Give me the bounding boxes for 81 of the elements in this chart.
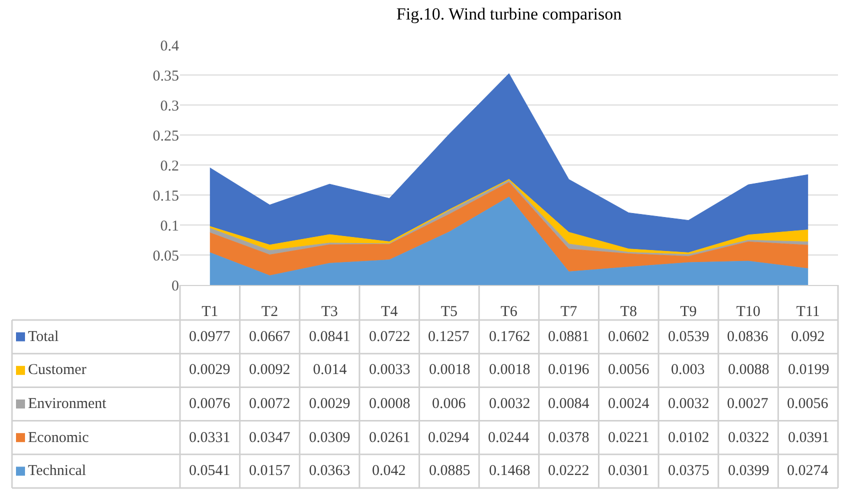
data-label: 0.0885 xyxy=(429,463,470,479)
data-label: 0.1257 xyxy=(428,329,470,345)
legend-label: Customer xyxy=(28,362,86,378)
data-label: 0.1468 xyxy=(489,463,530,479)
legend-label: Technical xyxy=(28,463,86,479)
data-label: 0.0221 xyxy=(608,430,650,446)
data-label: 0.042 xyxy=(372,463,406,479)
data-label: 0.0977 xyxy=(189,329,231,345)
data-label: 0.0399 xyxy=(728,463,770,479)
x-tick-label: T6 xyxy=(500,304,518,320)
data-label: 0.0244 xyxy=(488,430,530,446)
y-tick-label: 0.15 xyxy=(152,188,179,204)
data-label: 0.0032 xyxy=(668,396,710,412)
data-label: 0.0261 xyxy=(369,430,410,446)
data-label: 0.0018 xyxy=(489,362,530,378)
y-tick-label: 0.2 xyxy=(160,158,179,174)
data-label: 0.0029 xyxy=(189,362,230,378)
data-label: 0.0881 xyxy=(548,329,590,345)
y-tick-label: 0.35 xyxy=(152,68,179,84)
data-label: 0.0029 xyxy=(309,396,350,412)
y-tick-label: 0.4 xyxy=(160,38,180,54)
data-label: 0.0024 xyxy=(608,396,650,412)
data-label: 0.0841 xyxy=(309,329,350,345)
data-label: 0.0157 xyxy=(249,463,291,479)
data-label: 0.0375 xyxy=(668,463,710,479)
data-label: 0.0018 xyxy=(429,362,470,378)
x-tick-label: T10 xyxy=(736,304,760,320)
data-label: 0.0301 xyxy=(608,463,650,479)
data-label: 0.0072 xyxy=(249,396,290,412)
data-label: 0.0274 xyxy=(787,463,829,479)
x-tick-label: T8 xyxy=(620,304,637,320)
y-tick-label: 0.3 xyxy=(160,98,179,114)
data-label: 0.0056 xyxy=(608,362,650,378)
data-label: 0.0088 xyxy=(728,362,770,378)
data-label: 0.0294 xyxy=(428,430,470,446)
data-label: 0.0541 xyxy=(189,463,230,479)
data-label: 0.0331 xyxy=(189,430,230,446)
data-label: 0.0309 xyxy=(309,430,350,446)
data-label: 0.0602 xyxy=(608,329,650,345)
y-tick-label: 0.05 xyxy=(152,248,179,264)
data-label: 0.0667 xyxy=(249,329,291,345)
x-tick-label: T9 xyxy=(680,304,697,320)
data-label: 0.0102 xyxy=(668,430,710,446)
x-tick-label: T3 xyxy=(321,304,338,320)
data-label: 0.092 xyxy=(791,329,825,345)
legend-label: Environment xyxy=(28,396,108,412)
data-label: 0.0056 xyxy=(787,396,829,412)
data-label: 0.0378 xyxy=(548,430,590,446)
data-label: 0.0363 xyxy=(309,463,350,479)
data-label: 0.0322 xyxy=(728,430,770,446)
x-tick-label: T11 xyxy=(796,304,820,320)
legend-label: Total xyxy=(28,329,59,345)
data-label: 0.0199 xyxy=(788,362,830,378)
x-tick-label: T4 xyxy=(381,304,398,320)
data-label: 0.0027 xyxy=(727,396,769,412)
data-label: 0.0032 xyxy=(489,396,530,412)
data-label: 0.0008 xyxy=(369,396,410,412)
data-label: 0.006 xyxy=(432,396,466,412)
data-label: 0.0084 xyxy=(548,396,590,412)
x-tick-label: T1 xyxy=(202,304,218,320)
data-label: 0.0076 xyxy=(189,396,231,412)
data-label: 0.0033 xyxy=(369,362,410,378)
data-label: 0.014 xyxy=(313,362,348,378)
y-tick-label: 0.25 xyxy=(152,128,179,144)
data-label: 0.0836 xyxy=(727,329,769,345)
data-label: 0.0347 xyxy=(249,430,291,446)
data-label: 0.0222 xyxy=(548,463,590,479)
data-label: 0.0391 xyxy=(788,430,830,446)
y-tick-label: 0 xyxy=(172,278,179,294)
data-label: 0.1762 xyxy=(489,329,530,345)
y-tick-label: 0.1 xyxy=(160,218,179,234)
chart-title: Fig.10. Wind turbine comparison xyxy=(396,4,622,24)
x-tick-label: T5 xyxy=(440,304,458,320)
data-label: 0.0092 xyxy=(249,362,290,378)
data-label: 0.0539 xyxy=(668,329,710,345)
x-tick-label: T2 xyxy=(261,304,278,320)
x-tick-label: T7 xyxy=(560,304,578,320)
data-label: 0.0196 xyxy=(548,362,590,378)
data-label: 0.003 xyxy=(671,362,705,378)
data-label: 0.0722 xyxy=(369,329,410,345)
legend-label: Economic xyxy=(28,430,90,446)
